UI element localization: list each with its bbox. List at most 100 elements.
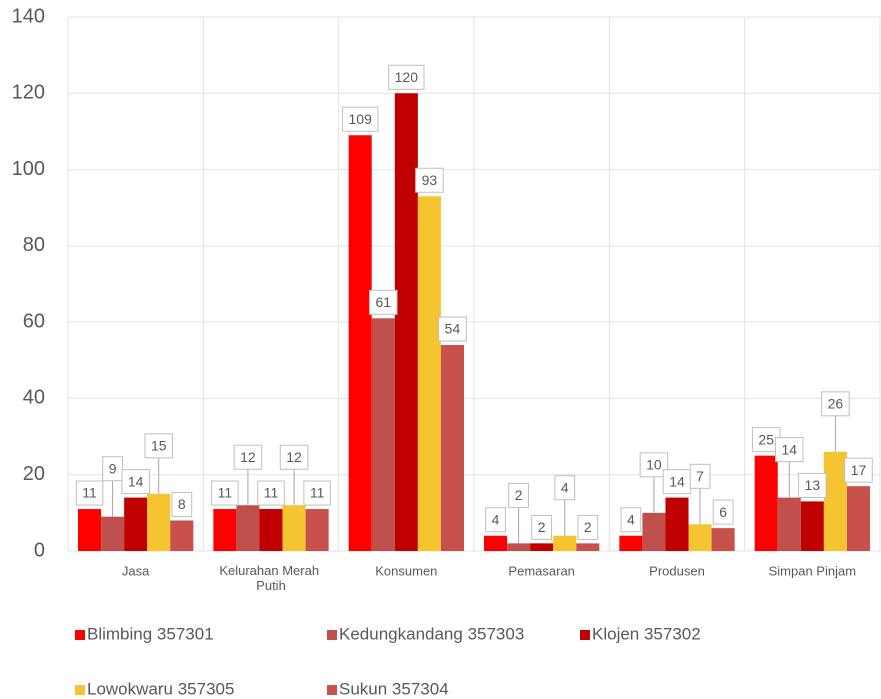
data-label-text: 4: [627, 511, 635, 527]
data-label-box: [821, 391, 850, 417]
data-label: 9: [102, 456, 123, 482]
data-label-text: 10: [646, 457, 662, 473]
data-label-box: [388, 64, 425, 90]
bar: [348, 135, 372, 551]
legend-swatch: [75, 630, 85, 640]
data-label-box: [438, 316, 467, 342]
data-label-box: [121, 469, 150, 495]
data-label: 11: [211, 480, 239, 506]
y-tick-label: 20: [23, 463, 45, 485]
data-label-box: [844, 457, 873, 483]
data-label: 14: [662, 469, 692, 495]
bar: [259, 509, 283, 551]
y-tick-label: 140: [12, 5, 45, 27]
bar: [417, 196, 441, 551]
bar: [124, 497, 148, 551]
data-label-text: 14: [781, 441, 797, 457]
data-label-text: 11: [310, 485, 325, 501]
data-label-text: 11: [82, 485, 97, 501]
x-tick-label-line: Kelurahan Merah: [219, 563, 322, 578]
data-label: 109: [342, 106, 379, 132]
data-label: 61: [368, 289, 398, 315]
data-label-text: 15: [151, 437, 167, 453]
data-label-text: 11: [264, 485, 279, 501]
data-label-box: [144, 433, 174, 459]
data-label: 2: [577, 514, 599, 540]
bar: [754, 455, 778, 551]
bar: [619, 535, 643, 551]
data-label: 8: [171, 491, 193, 517]
data-label: 14: [121, 469, 150, 495]
legend-swatch: [327, 630, 337, 640]
x-tick-label-line: Putih: [256, 578, 286, 593]
data-label: 6: [712, 499, 734, 525]
data-label-text: 7: [696, 468, 704, 484]
data-label-box: [279, 444, 309, 470]
data-label-text: 120: [395, 69, 419, 85]
x-tick-label: Produsen: [649, 563, 705, 578]
data-label: 10: [639, 452, 669, 478]
data-label: 7: [689, 463, 711, 489]
data-label-box: [368, 289, 398, 315]
data-label: 120: [388, 64, 425, 90]
bar: [823, 451, 847, 551]
y-tick-label: 80: [23, 234, 45, 256]
bar: [170, 520, 194, 551]
data-label-text: 2: [538, 519, 546, 535]
data-label-box: [342, 106, 379, 132]
data-label-text: 11: [218, 485, 233, 501]
data-label-text: 54: [445, 321, 461, 337]
data-label-text: 2: [515, 487, 523, 503]
y-tick-label: 60: [23, 310, 45, 332]
data-label: 17: [844, 457, 873, 483]
legend-label: Lowokwaru 357305: [87, 679, 234, 698]
data-label: 14: [774, 437, 804, 463]
data-label-box: [171, 491, 193, 517]
data-label-box: [257, 480, 285, 506]
data-label-text: 4: [561, 479, 569, 495]
legend-label: Sukun 357304: [339, 679, 449, 698]
bar: [530, 543, 554, 551]
x-tick-label: Pemasaran: [508, 563, 574, 578]
bar: [371, 318, 395, 551]
bar: [484, 535, 508, 551]
data-label: 11: [303, 480, 331, 506]
data-label-box: [689, 463, 711, 489]
data-label-text: 2: [584, 519, 592, 535]
legend-label: Blimbing 357301: [87, 624, 214, 643]
data-label-text: 8: [178, 496, 186, 512]
data-label: 15: [144, 433, 174, 459]
y-tick-label: 120: [12, 82, 45, 104]
data-label-box: [577, 514, 599, 540]
data-label-text: 14: [128, 473, 144, 489]
bar: [305, 509, 329, 551]
data-label-text: 14: [669, 473, 685, 489]
legend-swatch: [327, 685, 337, 695]
data-label-box: [211, 480, 239, 506]
bar: [553, 535, 577, 551]
bar: [665, 497, 689, 551]
data-label-text: 4: [492, 511, 500, 527]
data-label-text: 61: [375, 294, 391, 310]
data-label-box: [485, 507, 506, 533]
data-label-box: [233, 444, 263, 470]
x-tick-label: Kelurahan Merah Putih: [219, 563, 322, 593]
data-label: 13: [798, 472, 827, 498]
legend-label: Kedungkandang 357303: [339, 624, 524, 643]
bar: [440, 345, 464, 551]
data-label: 4: [620, 507, 642, 533]
data-label-text: 26: [828, 396, 844, 412]
data-label-box: [508, 482, 529, 508]
bar: [236, 505, 260, 551]
y-tick-label: 100: [12, 158, 45, 180]
data-label: 54: [438, 316, 467, 342]
bar: [507, 543, 531, 551]
bar: [642, 512, 666, 551]
data-label-box: [554, 475, 576, 501]
x-tick-label: Konsumen: [375, 563, 437, 578]
bar: [576, 543, 600, 551]
data-label-text: 109: [349, 111, 373, 127]
data-label-text: 25: [758, 431, 774, 447]
bar: [101, 516, 125, 551]
